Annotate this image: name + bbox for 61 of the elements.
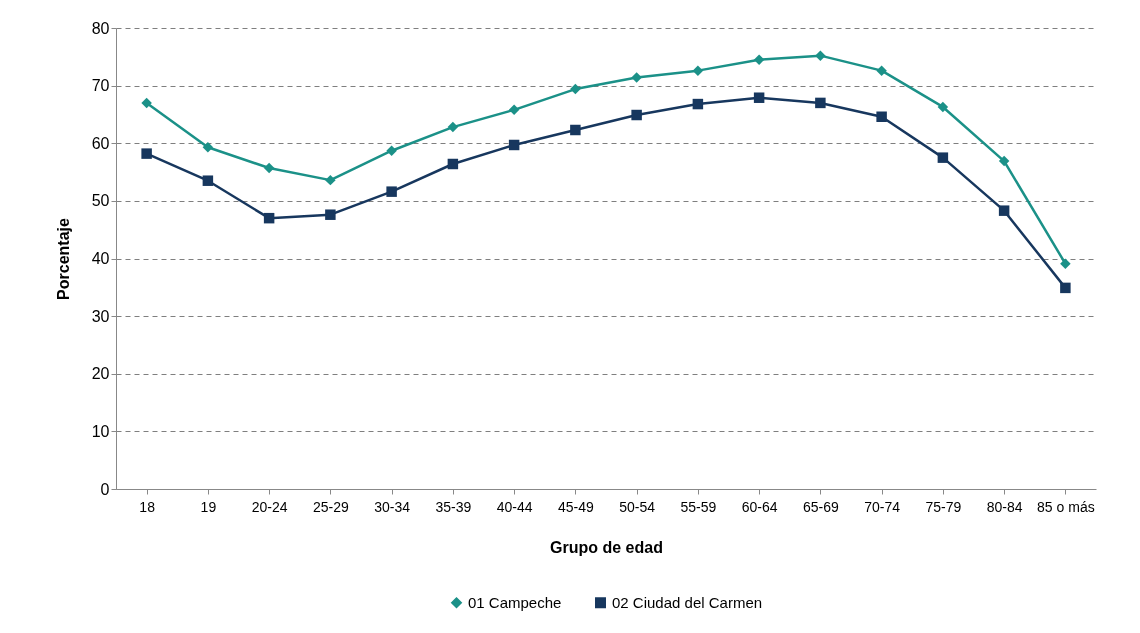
x-tick-label: 60-64 <box>741 498 778 515</box>
legend-label: 01 Campeche <box>468 593 562 611</box>
point <box>570 83 581 95</box>
x-axis-title: Grupo de edad <box>550 538 663 556</box>
point <box>202 142 214 153</box>
y-tick-label: 70 <box>91 77 110 95</box>
y-axis-title: Porcentaje <box>54 217 72 300</box>
x-tick-label: 30-34 <box>374 498 411 515</box>
y-tick-label: 50 <box>91 192 110 210</box>
point <box>631 72 642 83</box>
point <box>141 148 152 159</box>
point <box>692 65 704 76</box>
x-tick-label: 55-59 <box>680 498 717 515</box>
point <box>447 158 459 170</box>
point <box>998 155 1010 167</box>
x-tick-label: 50-54 <box>619 498 656 515</box>
point <box>753 54 765 65</box>
point <box>1060 282 1071 294</box>
point <box>386 145 397 156</box>
y-tick-label: 80 <box>91 19 110 37</box>
point <box>998 205 1010 216</box>
legend-label: 02 Ciudad del Carmen <box>612 593 763 611</box>
point <box>753 92 765 103</box>
y-tick-label: 30 <box>91 307 110 325</box>
x-tick-label: 65-69 <box>802 498 839 515</box>
point <box>631 109 642 121</box>
point <box>815 50 826 61</box>
y-tick-label: 40 <box>91 250 110 267</box>
point <box>1060 258 1071 269</box>
point <box>692 98 704 110</box>
point <box>263 212 275 224</box>
x-tick-label: 19 <box>200 498 217 515</box>
point <box>937 101 949 113</box>
point <box>325 174 336 186</box>
point <box>815 97 826 109</box>
x-tick-label: 75-79 <box>925 498 962 515</box>
point <box>263 162 275 174</box>
y-tick-label: 60 <box>91 134 110 152</box>
point <box>570 124 581 136</box>
x-tick-label: 35-39 <box>435 498 472 515</box>
x-tick-label: 70-74 <box>864 498 901 515</box>
point <box>202 175 214 186</box>
x-tick-label: 18 <box>139 498 156 515</box>
point <box>937 152 949 163</box>
y-tick-label: 10 <box>91 422 110 440</box>
y-tick-label: 0 <box>100 480 110 498</box>
point <box>447 121 459 133</box>
point <box>386 186 397 197</box>
point <box>876 65 887 76</box>
x-tick-label: 20-24 <box>251 498 288 515</box>
point <box>508 139 520 151</box>
point <box>508 104 520 116</box>
x-tick-label: 25-29 <box>312 498 349 515</box>
x-tick-label: 40-44 <box>496 498 533 515</box>
x-tick-label: 45-49 <box>557 498 594 515</box>
point <box>325 209 336 220</box>
point <box>876 111 887 122</box>
x-tick-label: 85 o más <box>1037 498 1095 515</box>
x-tick-label: 80-84 <box>986 498 1023 515</box>
y-tick-label: 20 <box>91 365 110 383</box>
point <box>141 97 152 109</box>
